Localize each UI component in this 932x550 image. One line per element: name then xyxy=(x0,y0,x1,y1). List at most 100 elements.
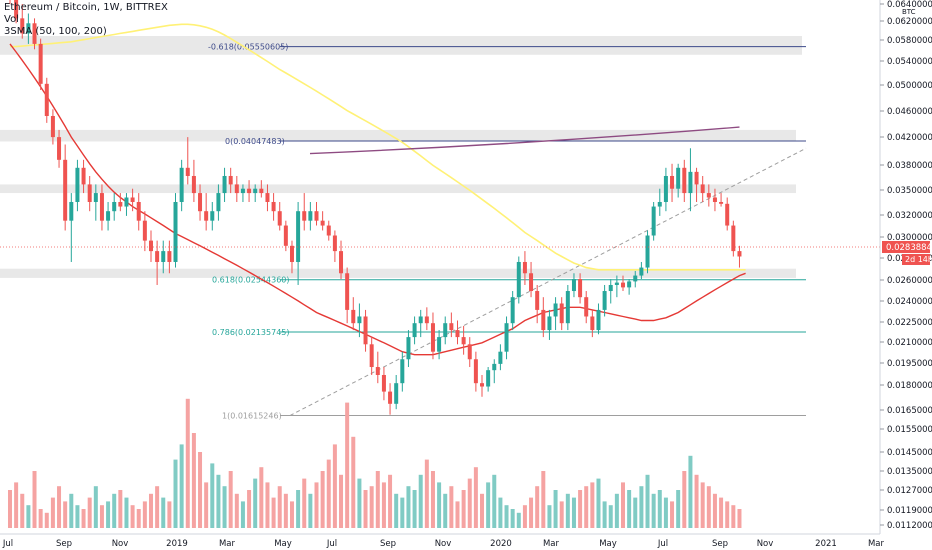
candle xyxy=(541,297,546,338)
candle xyxy=(608,279,613,304)
candle xyxy=(473,351,478,392)
candle xyxy=(670,163,675,202)
volume-bar xyxy=(57,486,62,528)
volume-bar xyxy=(670,501,675,528)
candle xyxy=(277,201,282,231)
candle xyxy=(26,13,31,44)
candle-body xyxy=(57,137,62,160)
volume-bar xyxy=(106,501,111,528)
candle-body xyxy=(449,323,454,331)
candlesticks xyxy=(9,0,742,415)
volume-bar xyxy=(627,490,632,528)
fib-label-3: 0.786(0.02135745) xyxy=(212,328,290,337)
candle xyxy=(222,167,227,202)
volume-bar xyxy=(375,471,380,528)
candle-body xyxy=(234,184,239,194)
candle xyxy=(63,144,68,231)
volume-bar xyxy=(602,501,607,528)
volume-bar xyxy=(253,478,258,528)
candle xyxy=(700,175,705,202)
volume-bar xyxy=(663,497,668,528)
trendline[interactable] xyxy=(289,147,807,416)
volume-bar xyxy=(112,493,117,528)
time-label: Jul xyxy=(2,539,13,549)
candle xyxy=(75,159,80,212)
candle-body xyxy=(357,316,362,324)
volume-bar xyxy=(504,505,509,528)
candle-body xyxy=(296,211,301,262)
candle-body xyxy=(663,175,668,202)
candle-body xyxy=(645,235,650,268)
candle-body xyxy=(614,282,619,285)
candle xyxy=(106,201,111,231)
candle-body xyxy=(87,184,92,202)
candle-body xyxy=(69,201,74,221)
candle xyxy=(688,148,693,212)
candle-body xyxy=(75,167,80,202)
candle-body xyxy=(590,316,595,331)
candle-body xyxy=(351,309,356,324)
last-price-value: 0.02838846 xyxy=(886,243,932,253)
candle xyxy=(57,129,62,168)
volume-bar xyxy=(737,509,742,528)
candle xyxy=(50,109,55,145)
candle xyxy=(486,367,491,392)
candle xyxy=(706,184,711,207)
time-label: Sep xyxy=(380,539,396,549)
volume-bar xyxy=(455,501,460,528)
candle-body xyxy=(406,337,411,360)
candle-body xyxy=(302,211,307,221)
candle xyxy=(332,230,337,262)
volume-bar xyxy=(381,482,386,528)
candle-body xyxy=(455,330,460,338)
candle-body xyxy=(314,211,319,221)
volume-bar xyxy=(657,490,662,528)
candle xyxy=(32,18,37,50)
volume-bar xyxy=(516,512,521,528)
candle-body xyxy=(332,235,337,252)
candle-body xyxy=(602,291,607,310)
last-price-badge xyxy=(882,240,930,253)
volume-bar xyxy=(302,478,307,528)
volume-bar xyxy=(694,474,699,528)
candle-body xyxy=(173,201,178,262)
volume-bar xyxy=(314,482,319,528)
sma-legend: 3SMA (50, 100, 200) xyxy=(4,26,107,37)
volume-bar xyxy=(75,505,80,528)
candle-body xyxy=(118,201,123,207)
candle xyxy=(247,180,252,202)
volume-bars xyxy=(8,398,742,528)
candle-body xyxy=(639,267,644,276)
time-label: 2021 xyxy=(815,539,837,549)
candle-body xyxy=(179,167,184,202)
time-label: 2019 xyxy=(166,539,188,549)
candle-body xyxy=(130,197,135,202)
candle-body xyxy=(504,323,509,352)
candle xyxy=(394,374,399,410)
volume-bar xyxy=(99,505,104,528)
candle xyxy=(308,201,313,231)
volume-bar xyxy=(388,474,393,528)
candle-body xyxy=(38,43,43,84)
volume-bar xyxy=(565,493,570,528)
candle-body xyxy=(32,23,37,44)
candle xyxy=(302,193,307,231)
candle-body xyxy=(651,206,656,236)
candle xyxy=(449,312,454,338)
candle xyxy=(547,309,552,340)
candle xyxy=(388,383,393,415)
candle xyxy=(676,163,681,198)
candle-body xyxy=(20,18,25,34)
time-axis[interactable]: Jul Sep Nov 2019 Mar May Jul Sep Nov 2020 Mar May Ju… xyxy=(0,533,932,550)
